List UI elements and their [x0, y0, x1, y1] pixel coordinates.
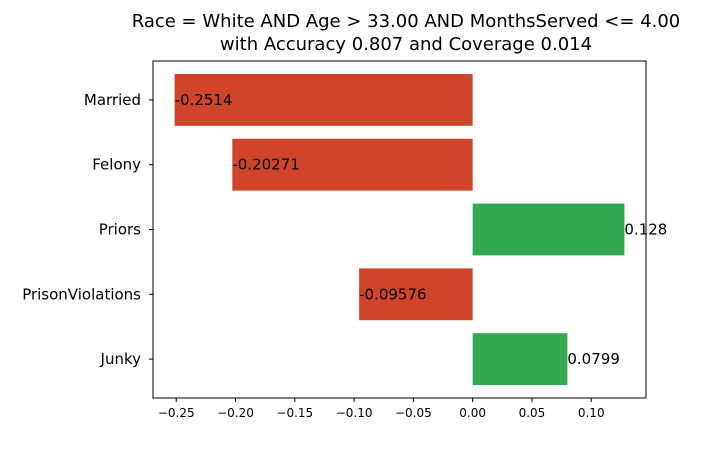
value-label-married: -0.2514	[175, 91, 233, 109]
category-label-prisonviolations: PrisonViolations	[22, 285, 141, 303]
x-tick-label: −0.20	[217, 406, 254, 420]
bar-priors	[472, 203, 625, 256]
value-label-junky: 0.0799	[567, 350, 620, 368]
x-tick-label: −0.25	[158, 406, 195, 420]
x-tick-label: 0.05	[519, 406, 546, 420]
category-label-married: Married	[84, 91, 141, 109]
bar-prisonviolations	[359, 268, 473, 321]
bar-junky	[472, 333, 568, 386]
x-tick-label: 0.10	[578, 406, 605, 420]
category-label-junky: Junky	[100, 350, 142, 368]
bar-felony	[232, 138, 473, 191]
x-tick-label: −0.15	[276, 406, 313, 420]
x-tick-label: −0.05	[395, 406, 432, 420]
x-tick-label: −0.10	[336, 406, 373, 420]
chart-title: Race = White AND Age > 33.00 AND MonthsS…	[132, 11, 681, 32]
value-label-felony: -0.20271	[232, 156, 299, 174]
plot-frame	[152, 60, 647, 399]
chart-subtitle: with Accuracy 0.807 and Coverage 0.014	[220, 34, 592, 55]
plot-area: -0.2514Married-0.20271Felony0.128Priors-…	[22, 60, 667, 420]
bar-married	[174, 73, 473, 126]
x-tick-label: 0.00	[459, 406, 486, 420]
category-label-priors: Priors	[99, 221, 141, 239]
category-label-felony: Felony	[92, 156, 141, 174]
value-label-prisonviolations: -0.09576	[359, 285, 426, 303]
